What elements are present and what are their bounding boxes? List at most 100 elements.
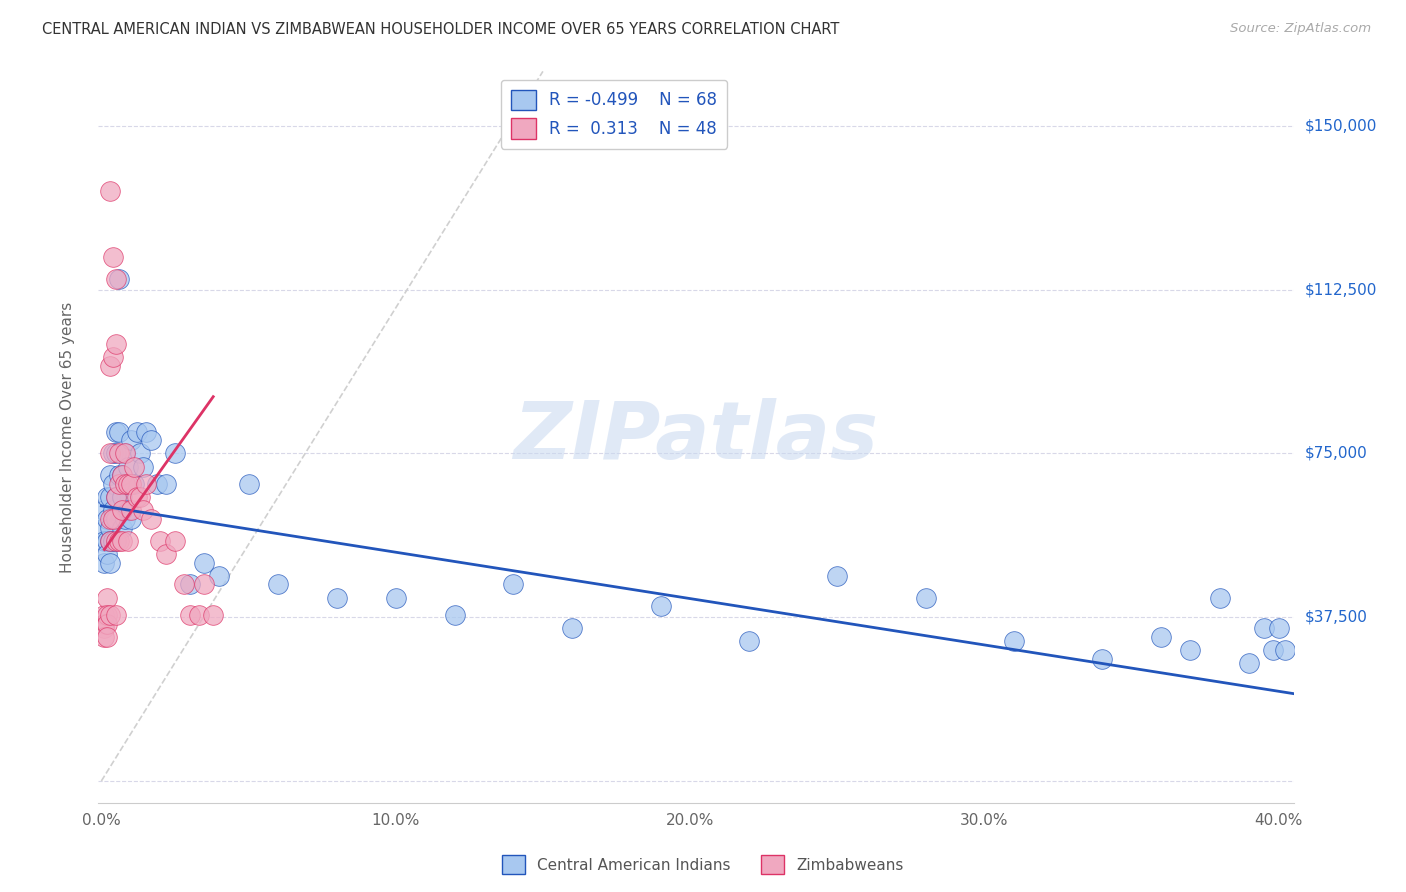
Point (120, 512, 142, 526)
Point (1274, 643, 1296, 657)
Point (134, 477, 156, 491)
Point (238, 477, 260, 491)
Point (108, 468, 131, 483)
Point (1091, 651, 1114, 665)
Point (326, 591, 349, 605)
Point (98, 512, 121, 526)
Point (93, 607, 115, 622)
Point (96, 533, 118, 548)
Point (128, 446, 150, 460)
Text: $150,000: $150,000 (1305, 119, 1376, 134)
Point (125, 490, 148, 504)
Point (108, 425, 131, 439)
Point (108, 272, 131, 286)
Point (98, 359, 121, 373)
Point (108, 477, 131, 491)
Point (96, 630, 118, 644)
Point (93, 621, 115, 635)
Point (93, 616, 115, 631)
Point (105, 533, 128, 548)
Point (120, 503, 142, 517)
Point (131, 459, 153, 474)
Point (1261, 643, 1284, 657)
Point (117, 503, 139, 517)
Point (163, 446, 186, 460)
Point (134, 425, 156, 439)
Text: Source: ZipAtlas.com: Source: ZipAtlas.com (1230, 22, 1371, 36)
Point (108, 533, 131, 548)
Point (1180, 643, 1202, 657)
Point (111, 468, 134, 483)
Point (98, 533, 121, 548)
Point (146, 477, 169, 491)
Point (98, 185, 121, 199)
Point (117, 459, 139, 474)
Point (96, 547, 118, 561)
Legend: R = -0.499    N = 68, R =  0.313    N = 48: R = -0.499 N = 68, R = 0.313 N = 48 (501, 79, 727, 149)
Point (1268, 621, 1291, 635)
Point (187, 607, 209, 622)
Point (1002, 634, 1025, 648)
Point (98, 556, 121, 570)
Point (111, 521, 134, 535)
Point (114, 477, 136, 491)
Point (114, 477, 136, 491)
Point (117, 533, 139, 548)
Point (111, 468, 134, 483)
Point (101, 250, 124, 264)
Point (105, 490, 128, 504)
Point (114, 512, 136, 526)
Point (141, 512, 163, 526)
Text: $75,000: $75,000 (1305, 446, 1368, 461)
Point (561, 621, 583, 635)
Point (155, 547, 177, 561)
Point (208, 568, 231, 582)
Point (149, 533, 172, 548)
Point (122, 459, 145, 474)
Point (105, 337, 128, 351)
Point (179, 577, 201, 591)
Point (101, 446, 124, 460)
Point (101, 512, 124, 526)
Text: ZIPatlas: ZIPatlas (513, 398, 879, 476)
Point (155, 477, 177, 491)
Point (101, 477, 124, 491)
Point (96, 512, 118, 526)
Point (193, 577, 215, 591)
Point (93, 521, 115, 535)
Point (179, 607, 201, 622)
Point (96, 490, 118, 504)
Point (173, 577, 195, 591)
Point (120, 477, 142, 491)
Point (1150, 630, 1173, 644)
Point (114, 446, 136, 460)
Point (738, 634, 761, 648)
Point (98, 468, 121, 483)
Point (650, 599, 672, 614)
Point (122, 477, 145, 491)
Y-axis label: Householder Income Over 65 years: Householder Income Over 65 years (60, 301, 75, 573)
Point (108, 446, 131, 460)
Point (131, 503, 153, 517)
Point (98, 490, 121, 504)
Point (105, 533, 128, 548)
Text: CENTRAL AMERICAN INDIAN VS ZIMBABWEAN HOUSEHOLDER INCOME OVER 65 YEARS CORRELATI: CENTRAL AMERICAN INDIAN VS ZIMBABWEAN HO… (42, 22, 839, 37)
Point (202, 607, 225, 622)
Point (384, 591, 406, 605)
Text: $112,500: $112,500 (1305, 282, 1376, 297)
Point (98, 533, 121, 548)
Point (163, 533, 186, 548)
Point (111, 503, 134, 517)
Point (96, 607, 118, 622)
Point (105, 446, 128, 460)
Point (98, 607, 121, 622)
Point (105, 272, 128, 286)
Point (111, 490, 134, 504)
Point (141, 434, 163, 448)
Point (267, 577, 290, 591)
Point (120, 434, 142, 448)
Legend: Central American Indians, Zimbabweans: Central American Indians, Zimbabweans (496, 849, 910, 880)
Point (443, 607, 465, 622)
Point (111, 533, 134, 548)
Point (193, 556, 215, 570)
